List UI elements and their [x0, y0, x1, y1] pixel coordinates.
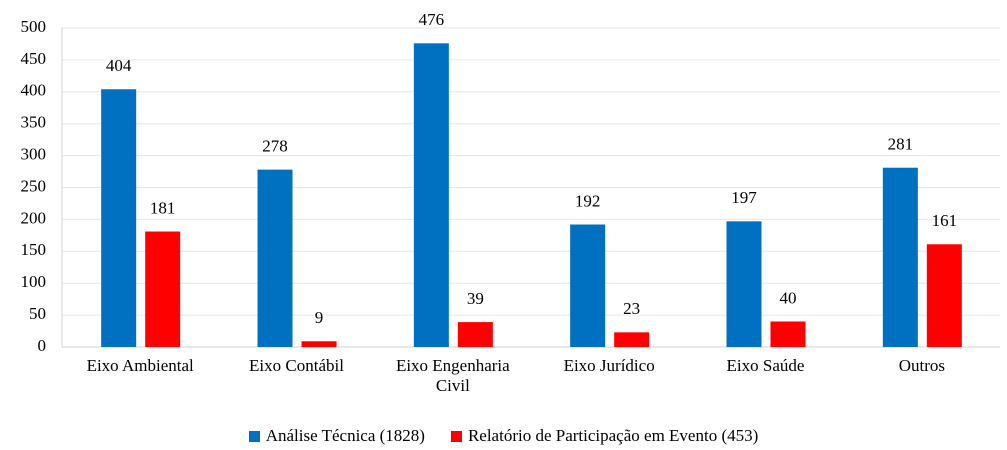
data-label: 197	[731, 188, 757, 207]
data-label: 404	[106, 56, 132, 75]
y-tick-label: 450	[21, 49, 47, 68]
x-tick-label: Eixo Saúde	[726, 356, 805, 375]
y-tick-label: 300	[21, 145, 47, 164]
data-label: 23	[623, 299, 640, 318]
bar	[457, 322, 493, 347]
legend-label: Análise Técnica (1828)	[265, 426, 425, 445]
legend: Análise Técnica (1828) Relatório de Parti…	[0, 426, 1007, 446]
bar	[882, 167, 918, 347]
data-label: 40	[780, 288, 797, 307]
data-label: 281	[888, 135, 914, 154]
bar	[570, 224, 606, 347]
data-label: 181	[150, 198, 176, 217]
x-tick-label: Outros	[898, 356, 945, 375]
y-tick-label: 0	[38, 336, 47, 355]
y-tick-label: 100	[21, 272, 47, 291]
bar	[413, 43, 449, 347]
y-tick-label: 150	[21, 240, 47, 259]
y-tick-label: 350	[21, 113, 47, 132]
bar	[257, 169, 293, 347]
y-tick-label: 200	[21, 208, 47, 227]
legend-item: Análise Técnica (1828)	[248, 426, 425, 446]
bar	[770, 321, 806, 347]
x-tick-label: Eixo Engenharia Civil	[395, 356, 510, 395]
y-tick-label: 50	[29, 304, 46, 323]
legend-item: Relatório de Participação em Evento (453…	[450, 426, 759, 446]
y-tick-label: 500	[21, 17, 47, 36]
bar	[145, 231, 181, 347]
data-label: 192	[575, 191, 601, 210]
legend-label: Relatório de Participação em Evento (453…	[467, 426, 759, 445]
legend-swatch	[450, 430, 462, 442]
y-tick-label: 250	[21, 176, 47, 195]
data-label: 39	[467, 289, 484, 308]
bar	[926, 244, 962, 347]
x-tick-label: Eixo Contábil	[249, 356, 344, 375]
x-tick-label: Eixo Ambiental	[86, 356, 194, 375]
data-label: 161	[932, 211, 958, 230]
y-tick-label: 400	[21, 81, 47, 100]
data-label: 476	[419, 10, 445, 29]
x-tick-label: Eixo Jurídico	[563, 356, 655, 375]
legend-swatch	[248, 430, 260, 442]
data-label: 9	[315, 308, 324, 327]
data-label: 278	[262, 137, 288, 156]
bar	[301, 341, 337, 347]
bar	[614, 332, 650, 347]
bar	[101, 89, 137, 348]
bar	[726, 221, 762, 347]
